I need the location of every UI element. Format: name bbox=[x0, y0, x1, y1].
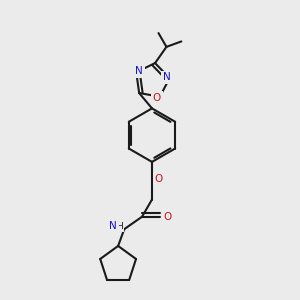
Text: N: N bbox=[110, 221, 117, 231]
Text: O: O bbox=[155, 174, 163, 184]
Text: O: O bbox=[164, 212, 172, 222]
Text: H: H bbox=[116, 222, 123, 231]
Text: O: O bbox=[153, 93, 161, 103]
Text: N: N bbox=[163, 72, 170, 82]
Text: N: N bbox=[135, 66, 143, 76]
